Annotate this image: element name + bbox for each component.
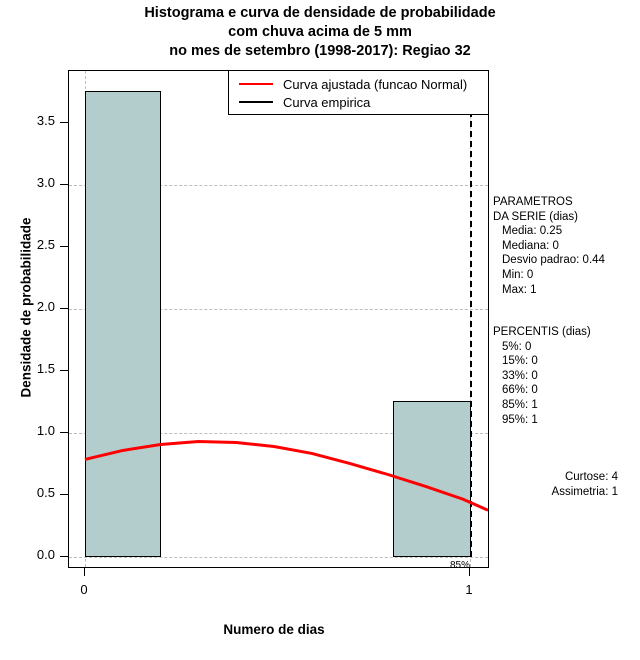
x-tick-label: 1 [465,582,473,597]
parameter-max: Max: 1 [502,283,537,296]
percentis-panel: PERCENTIS (dias) 5%: 0 15%: 0 33%: 0 66%… [493,325,640,427]
y-tick-mark [60,308,68,309]
x-tick-mark [84,568,85,576]
gridline-y-2 [69,309,488,310]
parameters-heading-line2: DA SERIE (dias) [493,210,578,223]
parameter-media: Media: 0.25 [502,225,563,238]
title-line-2: com chuva acima de 5 mm [228,24,412,40]
parameters-panel: PARAMETROS DA SERIE (dias) Media: 0.25 M… [493,195,640,297]
percentil-15: 15%: 0 [502,355,538,368]
legend-label-empirical: Curva empirica [283,94,371,110]
legend-entry-fitted: Curva ajustada (funcao Normal) [229,75,488,93]
y-tick-mark [60,122,68,123]
histogram-bar [85,91,161,557]
y-tick-mark [60,370,68,371]
y-tick-mark [60,432,68,433]
y-tick-label: 0.5 [36,485,55,500]
gridline-y-3 [69,185,488,186]
percentil-95: 95%: 1 [502,413,538,426]
percentil-85: 85%: 1 [502,398,538,411]
x-tick-mark [469,568,470,576]
y-tick-label: 3.5 [36,113,55,128]
gridline-y-0 [69,557,488,558]
stat-curtose: Curtose: 4 [564,471,618,483]
y-tick-label: 0.0 [36,547,55,562]
percentile-marker-label: 85% [449,560,470,568]
title-line-3: no mes de setembro (1998-2017): Regiao 3… [169,43,471,59]
y-tick-mark [60,556,68,557]
parameter-mediana: Mediana: 0 [502,239,559,252]
legend-line-icon-black [239,101,273,103]
legend-label-fitted: Curva ajustada (funcao Normal) [283,76,468,92]
percentil-5: 5%: 0 [502,340,532,353]
legend: Curva ajustada (funcao Normal) Curva emp… [228,70,489,115]
percentile-marker-line [470,91,472,557]
y-tick-mark [60,184,68,185]
y-tick-mark [60,246,68,247]
percentil-33: 33%: 0 [502,369,538,382]
legend-entry-empirical: Curva empirica [229,93,488,111]
y-tick-mark [60,494,68,495]
percentil-66: 66%: 0 [502,384,538,397]
plot-area: 85% [68,70,489,568]
shape-stats-panel: Curtose: 4 Assimetria: 1 [493,470,640,499]
fitted-curve [84,440,488,512]
chart-title: Histograma e curva de densidade de proba… [0,4,640,61]
legend-line-icon-red [239,83,273,85]
x-axis-title: Numero de dias [223,622,325,637]
title-line-1: Histograma e curva de densidade de proba… [144,5,496,21]
parameter-min: Min: 0 [502,268,534,281]
gridline-y-1 [69,433,488,434]
parameters-heading-line1: PARAMETROS [493,196,573,208]
percentis-heading: PERCENTIS (dias) [493,326,591,338]
parameter-desvio-padrao: Desvio padrao: 0.44 [502,254,605,267]
x-tick-label: 0 [80,582,88,597]
stat-assimetria: Assimetria: 1 [551,485,618,498]
y-axis-title: Densidade de probabilidade [18,217,34,398]
